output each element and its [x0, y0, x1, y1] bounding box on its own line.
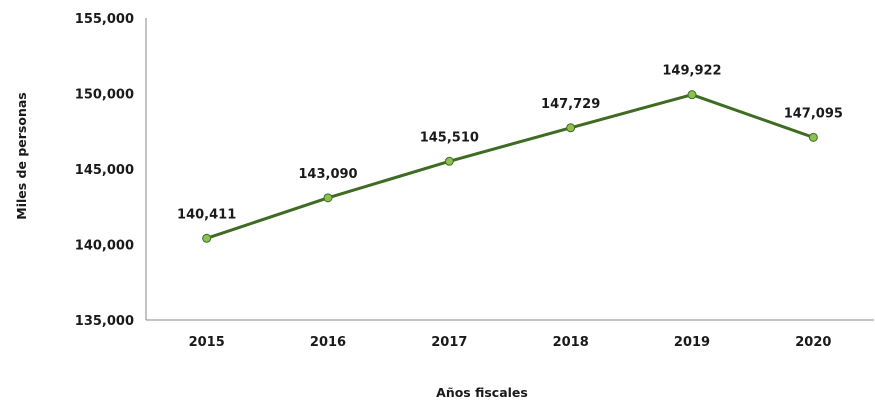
data-label: 140,411 [177, 207, 236, 222]
x-tick-label: 2018 [553, 335, 589, 350]
x-axis: 2015 2016 2017 2018 2019 2020 [146, 319, 874, 350]
y-tick-label: 145,000 [75, 163, 134, 178]
y-tick-label: 150,000 [75, 88, 134, 103]
y-tick-labels: 135,000 140,000 145,000 150,000 155,000 [75, 12, 134, 329]
data-point [202, 233, 212, 243]
y-tick-label: 140,000 [75, 239, 134, 254]
x-tick-label: 2015 [189, 335, 225, 350]
data-point [444, 156, 454, 166]
y-tick-label: 135,000 [75, 314, 134, 329]
data-label: 147,729 [541, 97, 600, 112]
y-tick-label: 155,000 [75, 12, 134, 27]
x-tick-labels: 2015 2016 2017 2018 2019 2020 [189, 335, 832, 350]
data-label: 145,510 [420, 130, 479, 145]
data-point [808, 132, 818, 142]
y-axis: 135,000 140,000 145,000 150,000 155,000 [75, 12, 147, 329]
data-point [323, 193, 333, 203]
y-axis-title: Miles de personas [14, 92, 29, 219]
data-label: 143,090 [298, 167, 357, 182]
x-axis-title: Años fiscales [436, 385, 528, 400]
x-tick-label: 2016 [310, 335, 346, 350]
series-line [205, 93, 815, 240]
data-label: 149,922 [662, 64, 721, 79]
data-point [566, 123, 576, 133]
series: 140,411 143,090 145,510 147,729 149,922 147,0… [177, 64, 843, 243]
x-tick-label: 2019 [674, 335, 710, 350]
x-tick-label: 2017 [431, 335, 467, 350]
data-label: 147,095 [784, 106, 843, 121]
x-tick-label: 2020 [795, 335, 831, 350]
data-point [687, 90, 697, 100]
